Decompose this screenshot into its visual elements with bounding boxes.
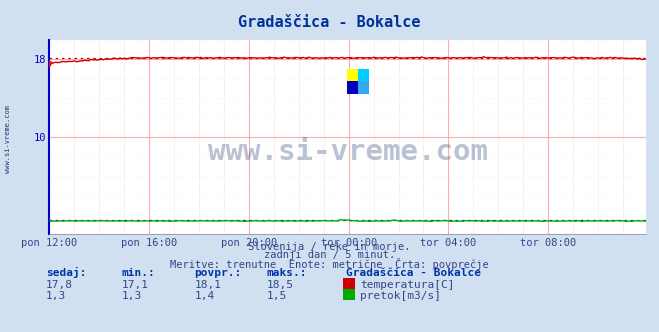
Bar	[347, 81, 358, 94]
Text: 1,3: 1,3	[122, 291, 142, 301]
Text: Slovenija / reke in morje.: Slovenija / reke in morje.	[248, 242, 411, 252]
Text: 18,5: 18,5	[267, 280, 294, 290]
Text: 17,1: 17,1	[122, 280, 149, 290]
Text: sedaj:: sedaj:	[46, 267, 86, 278]
Text: 17,8: 17,8	[46, 280, 73, 290]
Text: min.:: min.:	[122, 268, 156, 278]
Text: www.si-vreme.com: www.si-vreme.com	[5, 106, 11, 173]
Text: Gradaščica - Bokalce: Gradaščica - Bokalce	[346, 268, 481, 278]
Bar	[347, 69, 358, 81]
Bar	[358, 69, 370, 81]
Text: Meritve: trenutne  Enote: metrične  Črta: povprečje: Meritve: trenutne Enote: metrične Črta: …	[170, 258, 489, 270]
Text: temperatura[C]: temperatura[C]	[360, 280, 454, 290]
Text: 18,1: 18,1	[194, 280, 221, 290]
Text: www.si-vreme.com: www.si-vreme.com	[208, 138, 488, 166]
Text: 1,5: 1,5	[267, 291, 287, 301]
Text: maks.:: maks.:	[267, 268, 307, 278]
Text: pretok[m3/s]: pretok[m3/s]	[360, 291, 441, 301]
Text: zadnji dan / 5 minut.: zadnji dan / 5 minut.	[264, 250, 395, 260]
Bar	[358, 81, 370, 94]
Text: 1,3: 1,3	[46, 291, 67, 301]
Text: povpr.:: povpr.:	[194, 268, 242, 278]
Text: 1,4: 1,4	[194, 291, 215, 301]
Text: Gradaščica - Bokalce: Gradaščica - Bokalce	[239, 15, 420, 30]
